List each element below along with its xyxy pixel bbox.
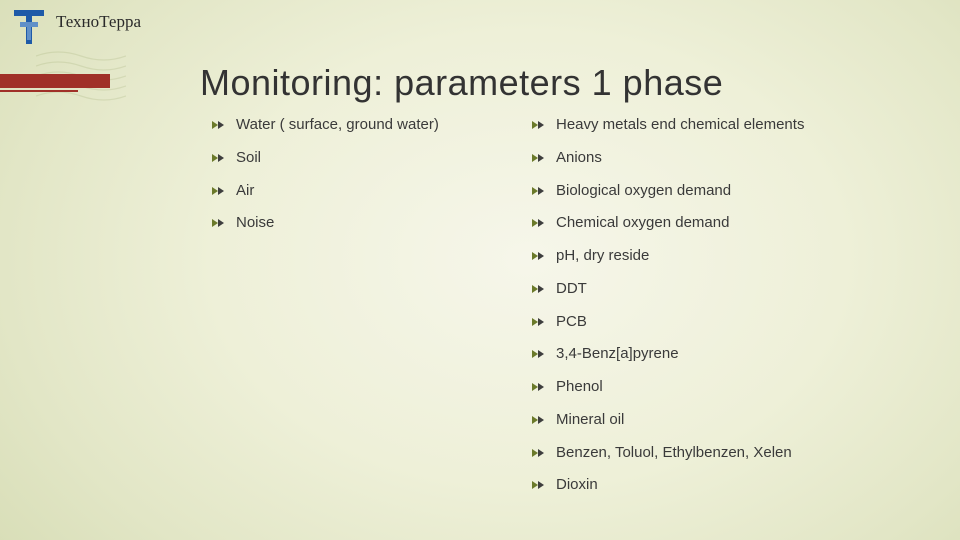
- list-item: Biological oxygen demand: [530, 182, 930, 201]
- list-item: Water ( surface, ground water): [210, 116, 530, 135]
- decor-bar-thin: [0, 90, 78, 92]
- list-item: Air: [210, 182, 530, 201]
- list-item: Soil: [210, 149, 530, 168]
- list-item: 3,4-Benz[a]pyrene: [530, 345, 930, 364]
- list-item: Chemical oxygen demand: [530, 214, 930, 233]
- list-item: pH, dry reside: [530, 247, 930, 266]
- list-item: Noise: [210, 214, 530, 233]
- content-columns: Water ( surface, ground water) Soil Air Noi…: [210, 116, 930, 509]
- slide-title: Monitoring: parameters 1 phase: [200, 62, 723, 104]
- list-item: Mineral oil: [530, 411, 930, 430]
- left-column: Water ( surface, ground water) Soil Air Noi…: [210, 116, 530, 509]
- right-list: Heavy metals end chemical elements Anions…: [530, 116, 930, 495]
- logo-icon: [8, 6, 50, 48]
- decor-bar-thick: [0, 74, 110, 88]
- list-item: Dioxin: [530, 476, 930, 495]
- logo-text: ТехноТерра: [56, 12, 141, 32]
- list-item: Anions: [530, 149, 930, 168]
- list-item: PCB: [530, 313, 930, 332]
- list-item: Heavy metals end chemical elements: [530, 116, 930, 135]
- right-column: Heavy metals end chemical elements Anions…: [530, 116, 930, 509]
- list-item: Phenol: [530, 378, 930, 397]
- list-item: Benzen, Toluol, Ethylbenzen, Xelen: [530, 444, 930, 463]
- left-list: Water ( surface, ground water) Soil Air Noi…: [210, 116, 530, 233]
- list-item: DDT: [530, 280, 930, 299]
